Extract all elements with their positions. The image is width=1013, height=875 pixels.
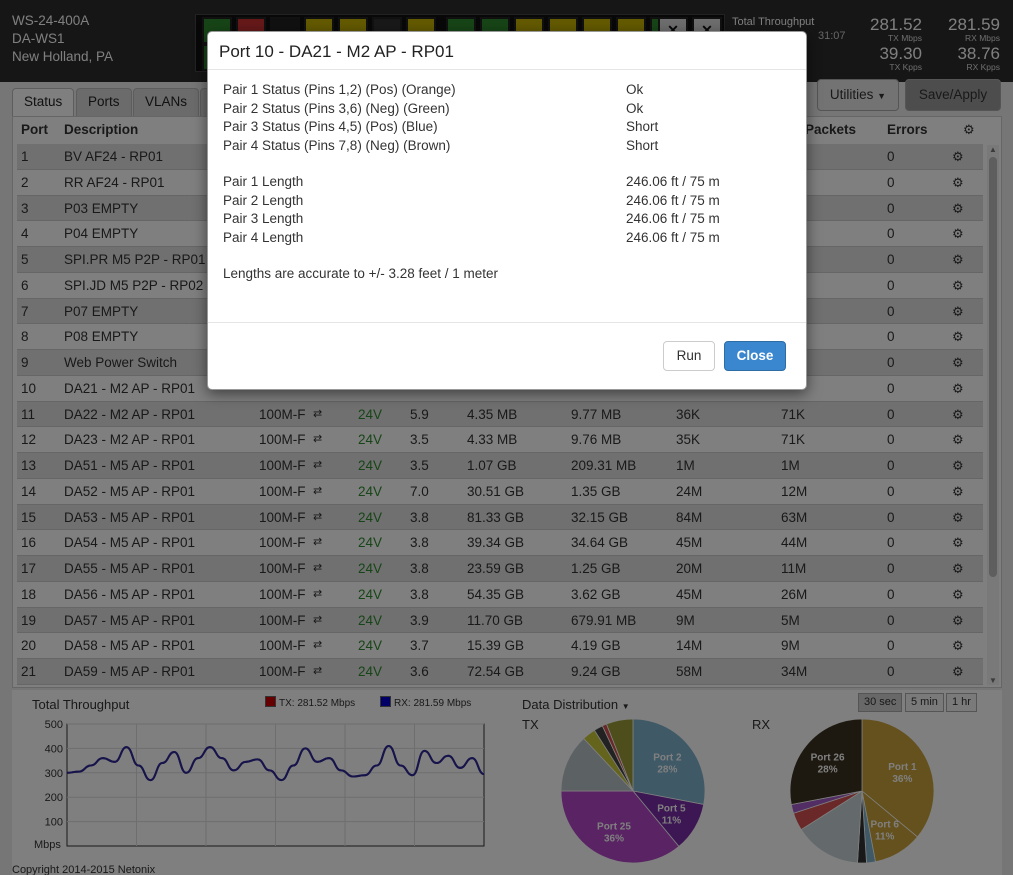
dialog-row-value: Ok xyxy=(626,100,644,116)
dialog-row-value: 246.06 ft / 75 m xyxy=(626,229,720,245)
dialog-row: Pair 2 Status (Pins 3,6) (Neg) (Green) Ok xyxy=(223,101,791,120)
dialog-row-label: Pair 3 Length xyxy=(223,211,304,226)
dialog-row: Pair 1 Status (Pins 1,2) (Pos) (Orange) O… xyxy=(223,82,791,101)
dialog-row: Pair 3 Length 246.06 ft / 75 m xyxy=(223,211,791,230)
dialog-row-value: Short xyxy=(626,119,659,134)
dialog-row: Pair 4 Length 246.06 ft / 75 m xyxy=(223,230,791,249)
dialog-row-label: Pair 1 Status (Pins 1,2) (Pos) (Orange) xyxy=(223,82,456,97)
cable-test-dialog: Port 10 - DA21 - M2 AP - RP01 Pair 1 Sta… xyxy=(207,31,807,390)
pair-length-list: Pair 1 Length 246.06 ft / 75 m Pair 2 Leng… xyxy=(223,174,791,248)
dialog-row-value: 246.06 ft / 75 m xyxy=(626,174,720,189)
dialog-row-value: 246.06 ft / 75 m xyxy=(626,211,720,226)
dialog-row-label: Pair 3 Status (Pins 4,5) (Pos) (Blue) xyxy=(223,119,438,134)
dialog-footer: Run Close xyxy=(208,323,806,389)
dialog-row-label: Pair 4 Length xyxy=(223,229,304,245)
dialog-row-label: Pair 2 Length xyxy=(223,192,304,208)
run-button[interactable]: Run xyxy=(663,341,715,371)
pair-status-list: Pair 1 Status (Pins 1,2) (Pos) (Orange) O… xyxy=(223,82,791,156)
dialog-row-label: Pair 2 Status (Pins 3,6) (Neg) (Green) xyxy=(223,100,450,116)
dialog-row-value: 246.06 ft / 75 m xyxy=(626,192,720,208)
close-button[interactable]: Close xyxy=(724,341,786,371)
dialog-row: Pair 4 Status (Pins 7,8) (Neg) (Brown) Sh… xyxy=(223,138,791,157)
dialog-row-value: Short xyxy=(626,137,659,153)
dialog-row: Pair 3 Status (Pins 4,5) (Pos) (Blue) Sho… xyxy=(223,119,791,138)
dialog-row-value: Ok xyxy=(626,82,644,97)
dialog-row-label: Pair 4 Status (Pins 7,8) (Neg) (Brown) xyxy=(223,137,451,153)
dialog-row-label: Pair 1 Length xyxy=(223,174,304,189)
dialog-row: Pair 2 Length 246.06 ft / 75 m xyxy=(223,193,791,212)
dialog-row: Pair 1 Length 246.06 ft / 75 m xyxy=(223,174,791,193)
dialog-title: Port 10 - DA21 - M2 AP - RP01 xyxy=(208,32,806,70)
accuracy-note: Lengths are accurate to +/- 3.28 feet / … xyxy=(223,266,499,281)
dialog-body: Pair 1 Status (Pins 1,2) (Pos) (Orange) O… xyxy=(208,70,806,323)
